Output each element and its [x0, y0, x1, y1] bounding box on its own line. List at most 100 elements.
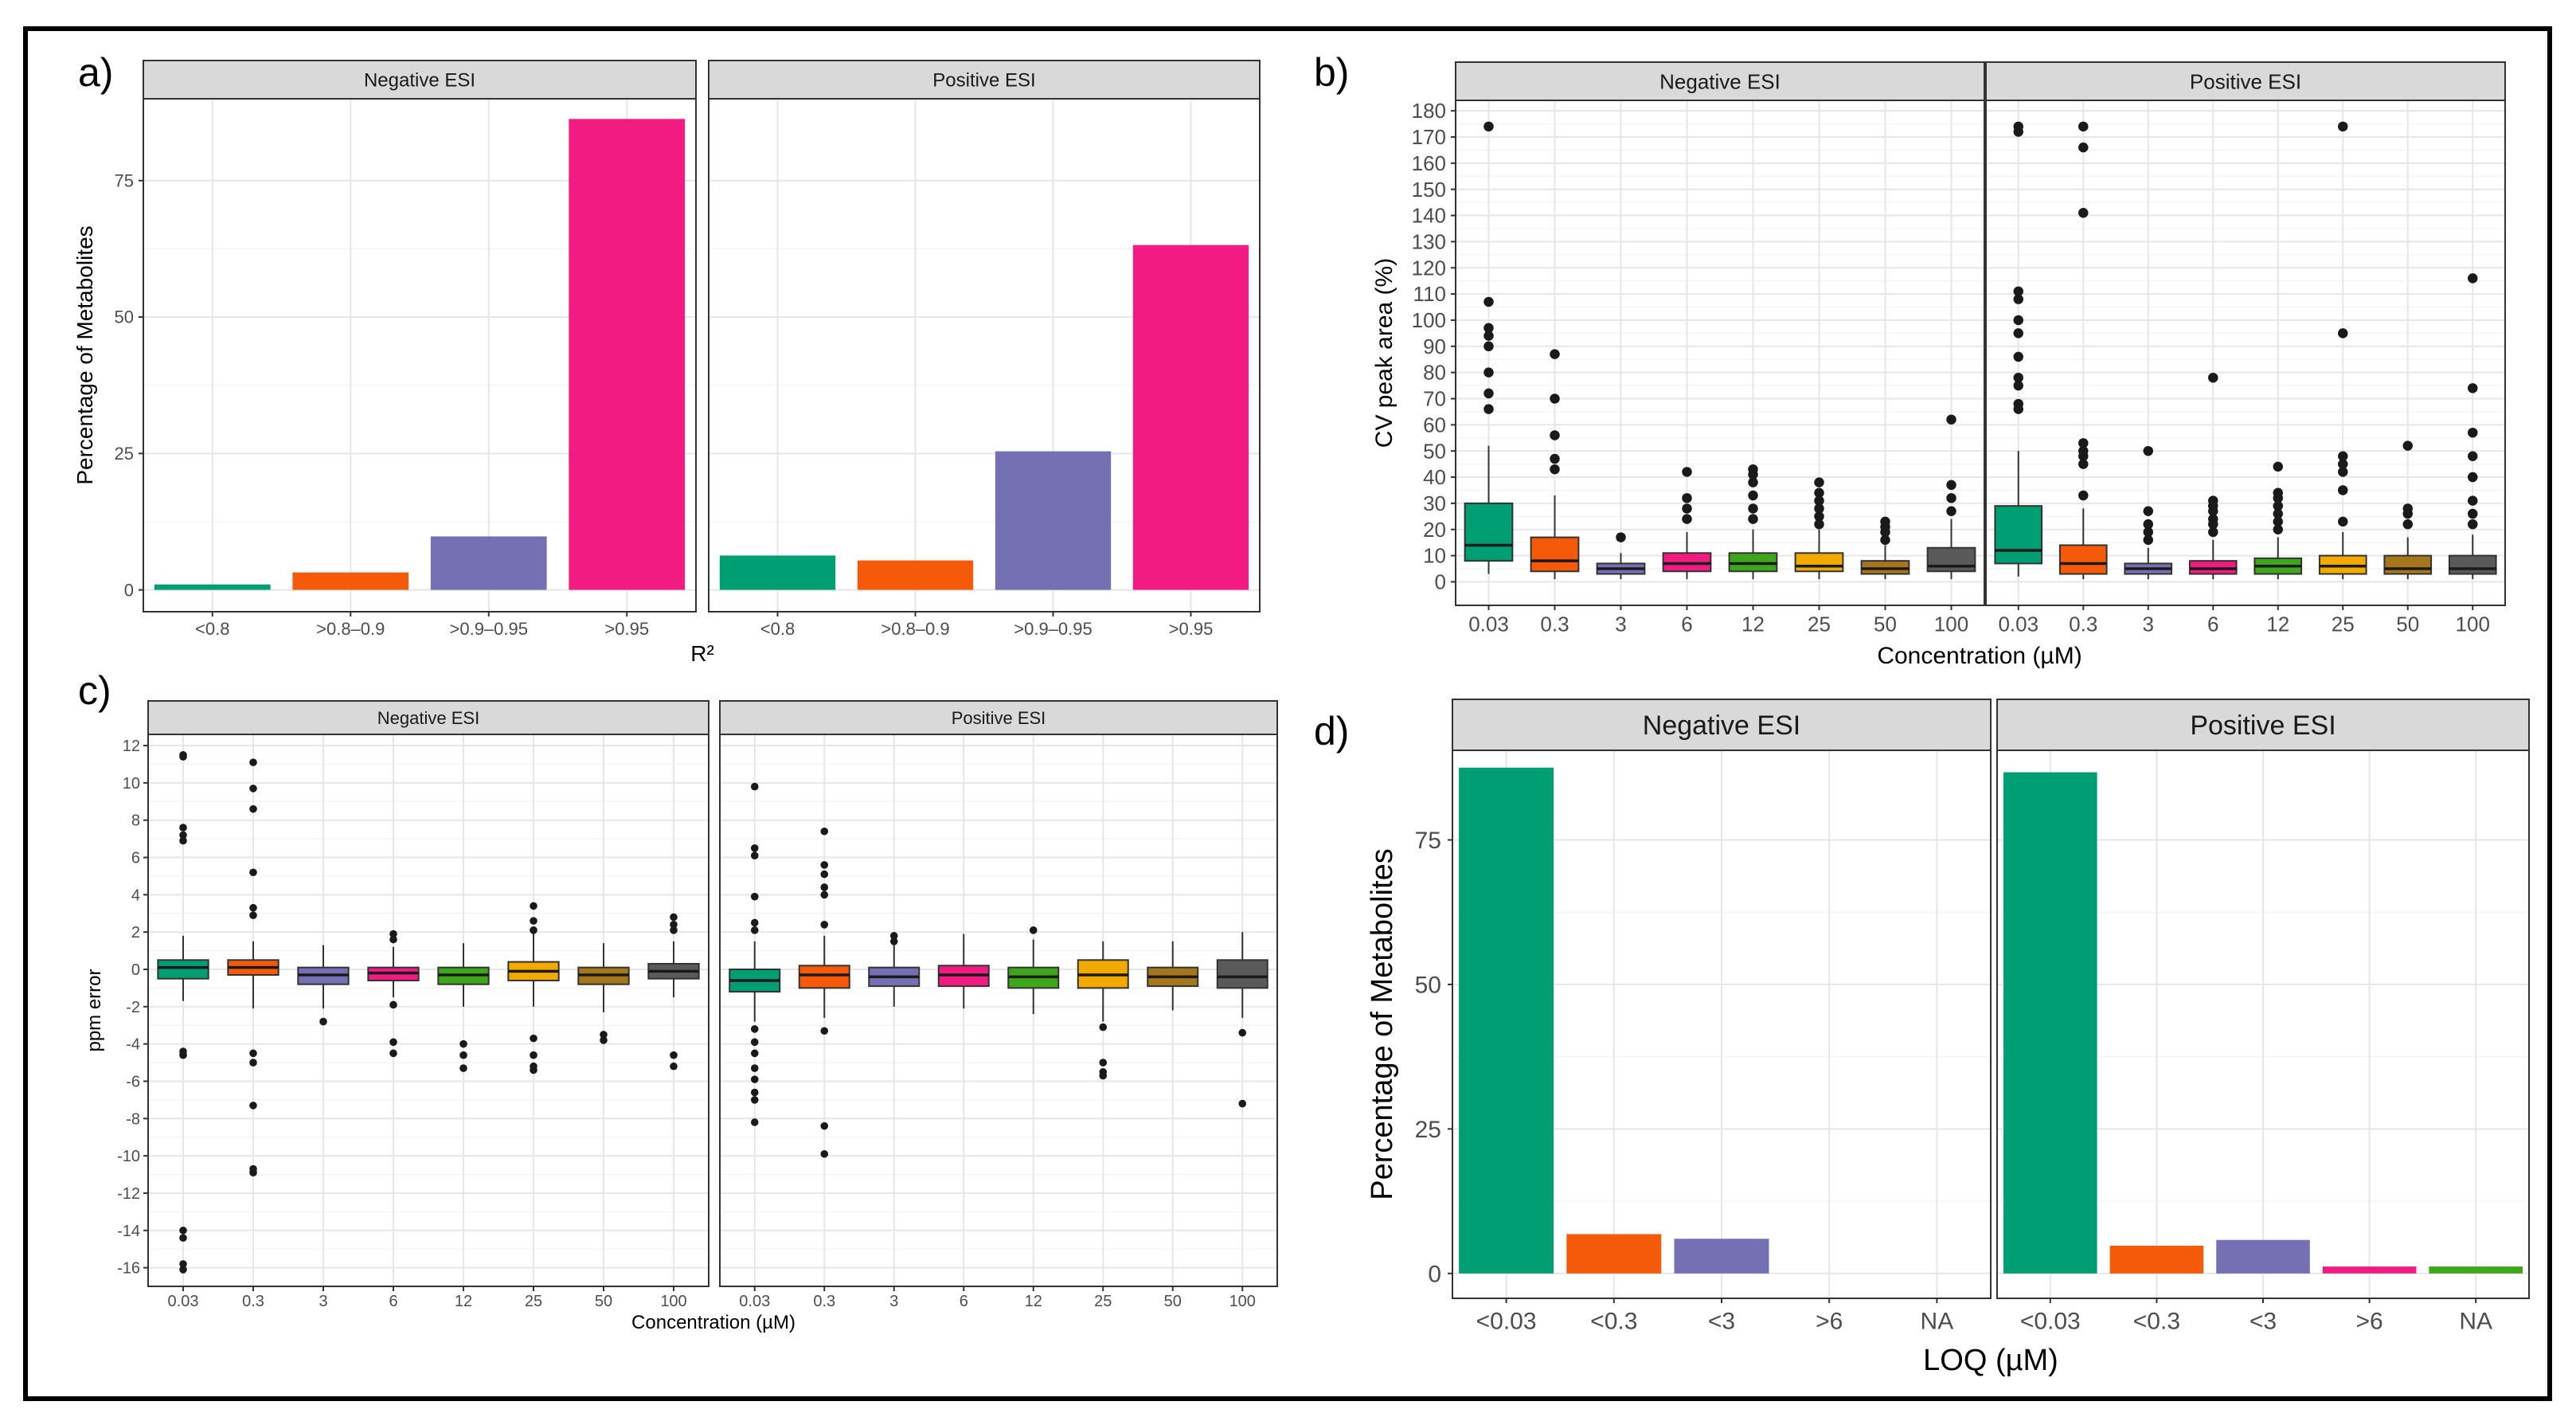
facet-strip — [1452, 699, 1992, 751]
panel-letter: c) — [78, 668, 111, 713]
outlier-point — [319, 1017, 327, 1026]
x-axis-title: R² — [690, 641, 714, 666]
x-tick-label: 12 — [2266, 613, 2289, 636]
y-tick-label: 180 — [1412, 99, 1446, 123]
x-tick-label: 6 — [1681, 613, 1692, 636]
x-tick-label: 6 — [960, 1293, 968, 1310]
outlier-point — [1029, 926, 1038, 934]
bar-0.95 — [569, 119, 686, 590]
facet-strip — [719, 700, 1278, 735]
outlier-point — [249, 1168, 257, 1176]
outlier-point — [820, 921, 829, 929]
outlier-point — [1550, 430, 1560, 440]
outlier-point — [459, 1051, 467, 1059]
facet-negative-esi: Negative ESI 0 25 50 75 <0.8 >0.8–0.9 >0.9–0.95… — [115, 60, 697, 639]
outlier-point — [1814, 495, 1824, 506]
y-tick-label: 70 — [1423, 387, 1446, 411]
facet-strip-label: Negative ESI — [1643, 710, 1800, 741]
box-6 — [1662, 467, 1712, 580]
outlier-point — [750, 892, 759, 901]
outlier-point — [820, 1121, 829, 1130]
outlier-point — [179, 831, 187, 840]
outlier-point — [1238, 1028, 1247, 1037]
y-tick-label: 20 — [1423, 518, 1446, 542]
y-tick-label: 10 — [123, 775, 140, 793]
outlier-point — [2013, 372, 2023, 383]
x-tick-label: >0.95 — [604, 619, 649, 639]
box-50 — [577, 943, 630, 1044]
facet-negative-esi: Negative ESI 0 25 50 75 <0.03 <0.3 <3 >6 NA — [1415, 699, 1992, 1335]
outlier-point — [2078, 208, 2089, 218]
y-tick-label: 100 — [1412, 308, 1446, 332]
outlier-point — [1748, 490, 1758, 501]
outlier-point — [1550, 349, 1560, 359]
x-tick-label: 0.3 — [1540, 613, 1569, 636]
outlier-point — [2468, 383, 2478, 393]
box-6 — [937, 934, 990, 1009]
facet-negative-esi: Negative ESI -16 -14 -12 -10 -8 -6 -4 -2 0 2 4 6 8 10 1… — [117, 700, 709, 1310]
box-0.03 — [1994, 121, 2043, 577]
box-100 — [1926, 414, 1976, 580]
outlier-point — [1483, 404, 1494, 414]
y-tick-label: 4 — [131, 887, 140, 904]
outlier-point — [2078, 438, 2089, 448]
outlier-point — [2013, 294, 2023, 304]
outlier-point — [2013, 121, 2023, 132]
y-tick-label: -14 — [117, 1223, 140, 1240]
facet-strip-label: Positive ESI — [952, 708, 1046, 728]
facet-positive-esi: Positive ESI 0.03 0.3 3 6 12 25 50 100 — [719, 700, 1278, 1310]
facet-strip — [708, 60, 1261, 100]
outlier-point — [750, 782, 759, 791]
outlier-point — [2143, 534, 2153, 546]
outlier-point — [2013, 398, 2023, 409]
outlier-point — [1238, 1099, 1247, 1108]
bar-0.8 — [719, 555, 836, 590]
panel-border — [1985, 100, 2506, 606]
outlier-point — [889, 932, 898, 940]
outlier-point — [179, 836, 187, 845]
y-tick-label: 0 — [124, 580, 134, 600]
box-iqr — [2383, 554, 2433, 575]
outlier-point — [889, 937, 898, 945]
box-25 — [1794, 477, 1844, 580]
outlier-point — [1814, 477, 1824, 487]
outlier-point — [750, 1118, 759, 1126]
outlier-point — [2208, 514, 2218, 524]
outlier-point — [2143, 445, 2153, 456]
x-tick-label: <0.03 — [1476, 1309, 1537, 1335]
outlier-point — [750, 844, 759, 852]
outlier-point — [179, 1051, 187, 1059]
outlier-point — [2208, 495, 2218, 506]
outlier-point — [1483, 121, 1494, 132]
outlier-point — [2013, 328, 2023, 339]
outlier-point — [2273, 516, 2283, 527]
outlier-point — [179, 1260, 187, 1268]
x-axis-title: Concentration (µM) — [631, 1312, 795, 1333]
outlier-point — [1483, 323, 1494, 334]
y-tick-label: 60 — [1423, 413, 1446, 436]
y-axis-title: ppm error — [84, 969, 105, 1051]
y-tick-label: 0 — [1428, 1261, 1441, 1287]
bar-0.3 — [1566, 1234, 1662, 1274]
box-12 — [2254, 461, 2303, 580]
y-tick-label: 90 — [1423, 335, 1446, 358]
y-tick-label: 12 — [123, 738, 140, 755]
box-6 — [367, 930, 420, 1058]
x-tick-label: <0.03 — [2020, 1309, 2081, 1335]
plot-background — [1986, 100, 2505, 605]
x-tick-label: NA — [2459, 1309, 2492, 1335]
box-iqr — [1530, 536, 1580, 573]
bar-0.90.95 — [430, 536, 547, 590]
outlier-point — [2273, 524, 2283, 534]
bar-0.90.95 — [995, 451, 1112, 590]
box-50 — [2383, 440, 2433, 580]
outlier-point — [249, 1049, 257, 1058]
outlier-point — [750, 1096, 759, 1104]
outlier-point — [2402, 519, 2413, 530]
outlier-point — [1880, 534, 1890, 546]
outlier-point — [750, 1038, 759, 1047]
x-tick-label: 6 — [389, 1293, 397, 1310]
outlier-point — [249, 911, 257, 919]
outlier-point — [820, 1149, 829, 1158]
x-tick-label: >0.9–0.95 — [1014, 619, 1092, 639]
